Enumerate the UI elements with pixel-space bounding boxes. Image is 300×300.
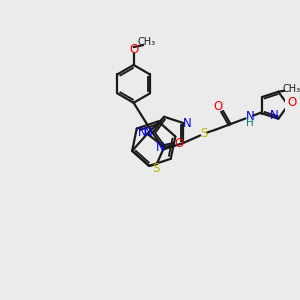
Text: H: H [247,118,254,128]
Text: N: N [144,126,153,139]
Text: N: N [138,126,147,140]
Text: N: N [246,110,255,123]
Text: N: N [156,141,165,154]
Text: O: O [287,96,296,109]
Text: S: S [200,127,208,140]
Text: O: O [129,44,138,56]
Text: O: O [175,137,184,150]
Text: N: N [270,110,279,122]
Text: S: S [152,162,160,175]
Text: CH₃: CH₃ [138,37,156,47]
Text: N: N [183,117,191,130]
Text: O: O [214,100,223,113]
Text: CH₃: CH₃ [283,84,300,94]
